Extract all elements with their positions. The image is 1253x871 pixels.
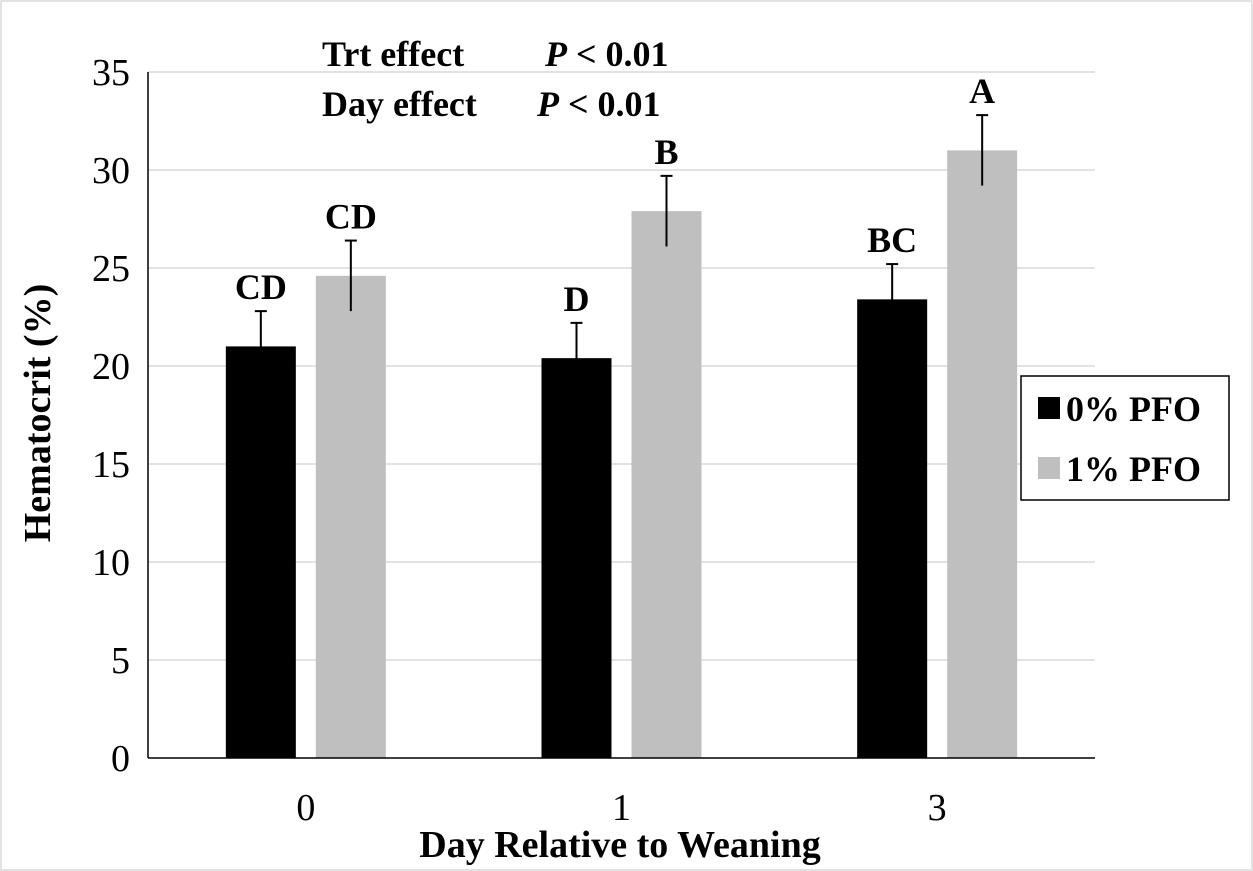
significance-letter: B xyxy=(654,132,678,172)
trt-effect-label: Trt effect xyxy=(322,34,464,74)
bar-0pct-pfo-day-1 xyxy=(541,358,612,758)
bar-0pct-pfo-day-0 xyxy=(225,346,296,758)
error-bar xyxy=(570,321,583,394)
error-bar xyxy=(886,263,899,335)
bar-1pct-pfo-day-3 xyxy=(947,150,1018,758)
legend-swatch-1pct-pfo xyxy=(1038,457,1060,479)
day-effect-label: Day effect xyxy=(322,84,477,124)
day-effect-p-text: < 0.01 xyxy=(559,84,661,124)
x-axis-label: Day Relative to Weaning xyxy=(419,824,820,866)
gridlines xyxy=(148,71,1095,661)
significance-letters: CD CD D B BC A xyxy=(235,71,995,319)
trt-effect-p-value: P < 0.01 xyxy=(544,34,669,74)
x-tick-label: 3 xyxy=(928,787,947,829)
significance-letter: CD xyxy=(235,267,287,307)
x-tick-labels: 0 1 3 xyxy=(296,787,946,829)
day-effect-p-symbol: P xyxy=(536,84,560,124)
trt-effect-p-text: < 0.01 xyxy=(567,34,669,74)
y-tick-label: 20 xyxy=(92,346,130,388)
legend-swatch-0pct-pfo xyxy=(1038,397,1060,419)
significance-letter: A xyxy=(969,71,995,111)
y-tick-label: 15 xyxy=(92,444,130,486)
bar-1pct-pfo-day-1 xyxy=(631,211,702,758)
legend: 0% PFO 1% PFO xyxy=(1020,375,1230,501)
legend-box xyxy=(1020,375,1230,501)
significance-letter: BC xyxy=(867,220,917,260)
trt-effect-p-symbol: P xyxy=(544,34,568,74)
bar-1pct-pfo-day-0 xyxy=(315,275,386,758)
y-axis-label: Hematocrit (%) xyxy=(17,284,59,543)
y-tick-label: 30 xyxy=(92,150,130,192)
x-tick-label: 0 xyxy=(296,787,315,829)
y-tick-label: 35 xyxy=(92,52,130,94)
day-effect-p-value: P < 0.01 xyxy=(536,84,661,124)
y-tick-label: 25 xyxy=(92,248,130,290)
y-tick-label: 10 xyxy=(92,542,130,584)
significance-letter: D xyxy=(564,279,590,319)
significance-letter: CD xyxy=(325,197,377,237)
bar-0pct-pfo-day-3 xyxy=(857,299,928,758)
y-tick-label: 5 xyxy=(111,640,130,682)
error-bar xyxy=(254,310,267,382)
x-tick-label: 1 xyxy=(612,787,631,829)
bars xyxy=(225,150,1018,758)
error-bar xyxy=(976,114,989,186)
error-bar xyxy=(344,239,357,312)
error-bar xyxy=(660,174,673,247)
y-tick-labels: 0 5 10 15 20 25 30 35 xyxy=(92,52,130,780)
y-tick-label: 0 xyxy=(111,738,130,780)
legend-label-1pct-pfo: 1% PFO xyxy=(1066,449,1201,489)
error-bars xyxy=(254,114,989,394)
legend-label-0pct-pfo: 0% PFO xyxy=(1066,389,1201,429)
